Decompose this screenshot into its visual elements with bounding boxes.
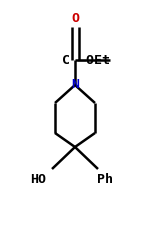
Text: Ph: Ph	[97, 173, 113, 186]
Text: C: C	[62, 53, 70, 66]
Text: HO: HO	[30, 173, 46, 186]
Text: —OEt: —OEt	[78, 53, 110, 66]
Text: N: N	[71, 78, 79, 91]
Text: O: O	[71, 12, 79, 25]
